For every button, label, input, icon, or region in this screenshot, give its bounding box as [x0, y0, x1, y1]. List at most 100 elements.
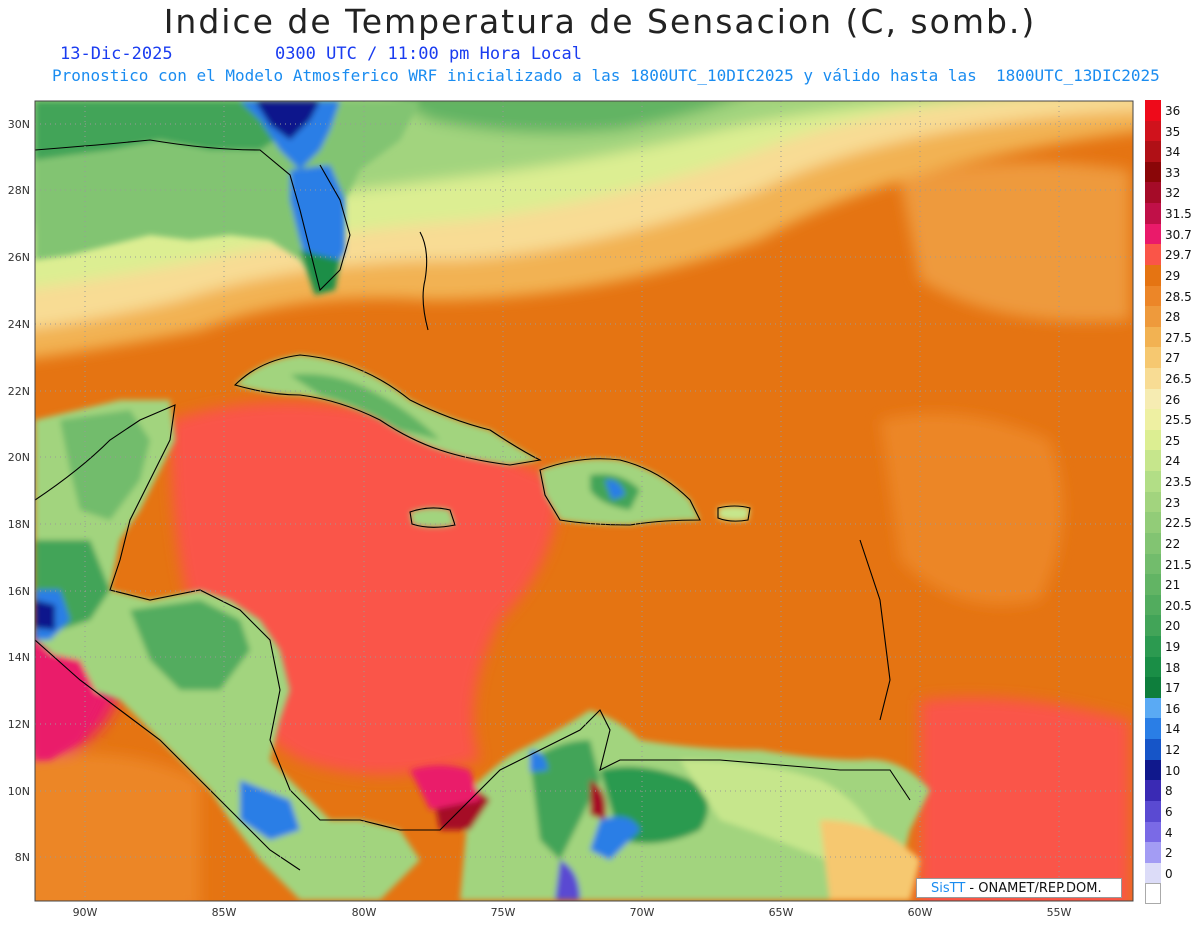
forecast-date: 13-Dic-2025 [60, 44, 173, 64]
legend-label: 14 [1165, 722, 1181, 737]
legend-swatch [1145, 656, 1161, 678]
lon-label: 90W [73, 906, 98, 919]
legend-label: 22.5 [1165, 516, 1192, 531]
legend-label: 27 [1165, 351, 1181, 366]
legend-label: 29.7 [1165, 248, 1192, 263]
legend-label: 19 [1165, 640, 1181, 654]
lon-label: 75W [491, 906, 516, 919]
legend-label: 26.5 [1165, 372, 1192, 386]
legend-level: 16 [1145, 697, 1191, 719]
legend-label: 35 [1165, 124, 1181, 139]
forecast-time: 0300 UTC / 11:00 pm Hora Local [274, 44, 582, 64]
map-title: Indice de Temperatura de Sensacion (C, s… [163, 2, 1037, 41]
legend-label: 26 [1165, 392, 1181, 407]
legend-swatch [1145, 862, 1161, 884]
legend-label: 31.5 [1165, 207, 1192, 222]
legend-label: 23.5 [1165, 475, 1192, 490]
legend-level: 20.5 [1145, 594, 1192, 616]
legend-level: 19 [1145, 636, 1191, 657]
legend-level: 6 [1145, 800, 1191, 822]
longitude-labels: 90W 85W 80W 75W 70W 65W 60W 55W [73, 906, 1072, 919]
color-legend: 36 35 34 33 32 31.5 30.7 29.7 29 28.5 28 27.5 27 26.5… [1145, 100, 1192, 904]
legend-level [1145, 883, 1191, 904]
lat-label: 14N [8, 651, 30, 664]
legend-swatch [1145, 739, 1161, 760]
legend-swatch [1145, 574, 1161, 595]
legend-swatch [1145, 141, 1161, 162]
legend-label: 4 [1165, 825, 1173, 840]
legend-level: 34 [1145, 141, 1191, 162]
legend-label: 32 [1165, 186, 1181, 201]
legend-swatch [1145, 677, 1161, 698]
legend-swatch [1145, 471, 1161, 492]
legend-level: 21 [1145, 574, 1191, 595]
legend-label: 21.5 [1165, 557, 1192, 572]
legend-swatch [1145, 883, 1161, 904]
lat-label: 16N [8, 585, 30, 598]
legend-label: 17 [1165, 681, 1181, 696]
lat-label: 10N [8, 785, 30, 798]
legend-label: 28.5 [1165, 289, 1192, 304]
legend-label: 23 [1165, 495, 1181, 510]
coastlines [35, 139, 911, 871]
legend-level: 23.5 [1145, 471, 1192, 492]
legend-label: 8 [1165, 784, 1173, 799]
legend-swatch [1145, 368, 1161, 389]
legend-level: 24 [1145, 450, 1191, 472]
legend-level: 12 [1145, 739, 1191, 760]
lat-label: 26N [8, 251, 30, 264]
legend-level: 22.5 [1145, 512, 1192, 533]
legend-label: 28 [1165, 310, 1181, 325]
legend-swatch [1145, 759, 1161, 781]
legend-level: 25 [1145, 429, 1191, 451]
legend-label: 25.5 [1165, 413, 1192, 428]
legend-level: 26 [1145, 388, 1191, 410]
lat-label: 28N [8, 184, 30, 197]
legend-swatch [1145, 780, 1161, 801]
legend-swatch [1145, 697, 1161, 719]
legend-swatch [1145, 718, 1161, 740]
legend-label: 6 [1165, 804, 1173, 819]
legend-swatch [1145, 161, 1161, 183]
lat-label: 8N [15, 851, 30, 864]
legend-level: 26.5 [1145, 368, 1192, 389]
legend-level: 4 [1145, 821, 1191, 843]
legend-swatch [1145, 100, 1161, 121]
model-subtitle: Pronostico con el Modelo Atmosferico WRF… [52, 66, 1160, 85]
lon-label: 55W [1047, 906, 1072, 919]
legend-label: 20 [1165, 619, 1181, 634]
legend-level: 21.5 [1145, 553, 1192, 575]
lon-label: 60W [908, 906, 933, 919]
legend-level: 35 [1145, 120, 1191, 142]
legend-swatch [1145, 636, 1161, 657]
legend-swatch [1145, 821, 1161, 843]
legend-level: 8 [1145, 780, 1191, 801]
legend-swatch [1145, 120, 1161, 142]
legend-swatch [1145, 223, 1161, 245]
legend-level: 30.7 [1145, 223, 1192, 245]
legend-label: 10 [1165, 763, 1181, 778]
legend-swatch [1145, 264, 1161, 286]
latitude-labels: 30N 28N 26N 24N 22N 20N 18N 16N 14N 12N … [8, 118, 30, 864]
brand-logo: SisTT [931, 881, 966, 896]
legend-level: 20 [1145, 615, 1191, 636]
legend-label: 34 [1165, 145, 1181, 160]
lat-label: 18N [8, 518, 30, 531]
credit-box: SisTT - ONAMET/REP.DOM. [916, 878, 1122, 898]
legend-label: 33 [1165, 165, 1181, 180]
lon-label: 85W [212, 906, 237, 919]
lon-label: 65W [769, 906, 794, 919]
legend-level: 10 [1145, 759, 1191, 781]
legend-label: 0 [1165, 866, 1173, 881]
lat-label: 24N [8, 318, 30, 331]
legend-swatch [1145, 615, 1161, 636]
legend-level: 33 [1145, 161, 1191, 183]
legend-label: 16 [1165, 701, 1181, 716]
lat-label: 12N [8, 718, 30, 731]
lat-label: 22N [8, 385, 30, 398]
legend-swatch [1145, 285, 1161, 307]
graticule [35, 101, 1133, 901]
legend-swatch [1145, 553, 1161, 575]
legend-level: 17 [1145, 677, 1191, 698]
